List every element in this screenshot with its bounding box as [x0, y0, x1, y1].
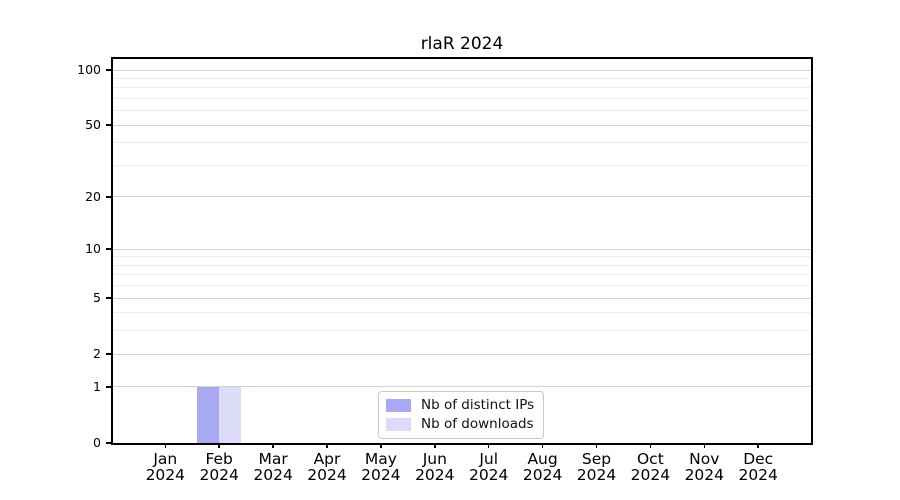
minor-gridline	[113, 164, 811, 166]
x-tick-label: Aug 2024	[508, 451, 578, 483]
x-tick-mark	[164, 443, 167, 448]
chart-title: rlaR 2024	[420, 34, 504, 54]
legend-swatch-downloads	[386, 417, 411, 431]
x-tick-year: 2024	[415, 466, 455, 484]
y-tick-label: 50	[85, 117, 101, 133]
minor-gridline	[113, 330, 811, 332]
x-tick-month: Jun	[422, 450, 447, 468]
y-tick-mark	[106, 124, 112, 126]
y-tick-mark	[106, 386, 112, 388]
x-tick-month: Nov	[689, 450, 720, 468]
y-tick-mark	[106, 297, 112, 299]
x-tick-year: 2024	[684, 466, 725, 484]
y-tick-label: 10	[85, 241, 101, 257]
y-tick-mark	[106, 442, 112, 444]
x-tick-year: 2024	[307, 466, 347, 484]
minor-gridline	[113, 256, 811, 258]
major-gridline	[113, 196, 811, 198]
x-tick-label: May 2024	[346, 451, 416, 483]
minor-gridline	[113, 142, 811, 144]
major-gridline	[113, 386, 811, 388]
x-tick-label: Jan 2024	[130, 451, 200, 483]
x-tick-year: 2024	[468, 466, 509, 484]
x-tick-mark	[757, 443, 759, 448]
x-tick-month: Mar	[258, 450, 288, 468]
x-tick-year: 2024	[253, 466, 293, 484]
x-tick-label: Dec 2024	[723, 451, 793, 483]
plot-area	[111, 57, 813, 445]
x-tick-month: Jul	[479, 450, 499, 468]
legend-item-downloads: Nb of downloads	[386, 416, 534, 432]
x-tick-mark	[272, 443, 274, 448]
major-gridline	[113, 124, 811, 126]
y-tick-label: 5	[93, 290, 101, 306]
y-tick-mark	[106, 69, 112, 71]
x-tick-year: 2024	[630, 466, 671, 484]
y-tick-mark	[106, 196, 112, 198]
x-tick-mark	[649, 443, 652, 448]
major-gridline	[113, 248, 811, 250]
x-tick-mark	[487, 443, 490, 448]
minor-gridline	[113, 97, 811, 99]
x-tick-year: 2024	[361, 466, 401, 484]
major-gridline	[113, 297, 811, 299]
minor-gridline	[113, 110, 811, 112]
x-tick-year: 2024	[522, 466, 563, 484]
bar-nb-of-distinct-ips	[197, 386, 220, 443]
x-tick-month: Sep	[581, 450, 612, 468]
x-tick-mark	[434, 443, 436, 448]
x-tick-label: Jul 2024	[454, 451, 524, 483]
x-tick-year: 2024	[576, 466, 617, 484]
minor-gridline	[113, 264, 811, 266]
y-tick-label: 0	[93, 435, 101, 450]
minor-gridline	[113, 77, 811, 79]
y-tick-label: 100	[77, 62, 101, 77]
x-tick-mark	[541, 443, 544, 448]
x-tick-mark	[380, 443, 382, 448]
x-tick-label: Mar 2024	[238, 451, 308, 483]
x-tick-month: Apr	[313, 450, 341, 468]
x-tick-label: Feb 2024	[184, 451, 254, 483]
x-tick-mark	[326, 443, 328, 448]
x-tick-month: Aug	[527, 450, 558, 468]
legend-label-downloads: Nb of downloads	[421, 416, 534, 432]
x-tick-year: 2024	[738, 466, 778, 484]
x-tick-year: 2024	[145, 466, 186, 484]
major-gridline	[113, 353, 811, 355]
x-tick-label: Nov 2024	[669, 451, 739, 483]
y-tick-mark	[106, 248, 112, 250]
y-tick-label: 20	[85, 188, 101, 204]
y-tick-mark	[106, 353, 112, 355]
legend-item-distinct-ips: Nb of distinct IPs	[386, 397, 534, 413]
minor-gridline	[113, 87, 811, 89]
x-tick-month: Feb	[205, 450, 233, 468]
x-tick-mark	[595, 443, 598, 448]
x-tick-label: Apr 2024	[292, 451, 362, 483]
x-tick-mark	[218, 443, 220, 448]
x-tick-mark	[703, 443, 706, 448]
minor-gridline	[113, 285, 811, 287]
x-tick-month: Dec	[743, 450, 774, 468]
x-tick-month: Oct	[636, 450, 664, 468]
x-tick-month: May	[364, 450, 397, 468]
y-tick-label: 1	[93, 378, 101, 394]
legend: Nb of distinct IPs Nb of downloads	[378, 391, 545, 439]
x-tick-month: Jan	[153, 450, 178, 468]
x-tick-label: Sep 2024	[562, 451, 632, 483]
x-tick-label: Oct 2024	[615, 451, 685, 483]
major-gridline	[113, 69, 811, 71]
legend-label-distinct-ips: Nb of distinct IPs	[421, 397, 535, 413]
x-tick-year: 2024	[199, 466, 239, 484]
x-tick-label: Jun 2024	[400, 451, 470, 483]
minor-gridline	[113, 312, 811, 314]
legend-swatch-distinct-ips	[386, 398, 411, 412]
minor-gridline	[113, 274, 811, 276]
bar-nb-of-downloads	[219, 386, 242, 443]
y-tick-label: 2	[93, 346, 101, 362]
